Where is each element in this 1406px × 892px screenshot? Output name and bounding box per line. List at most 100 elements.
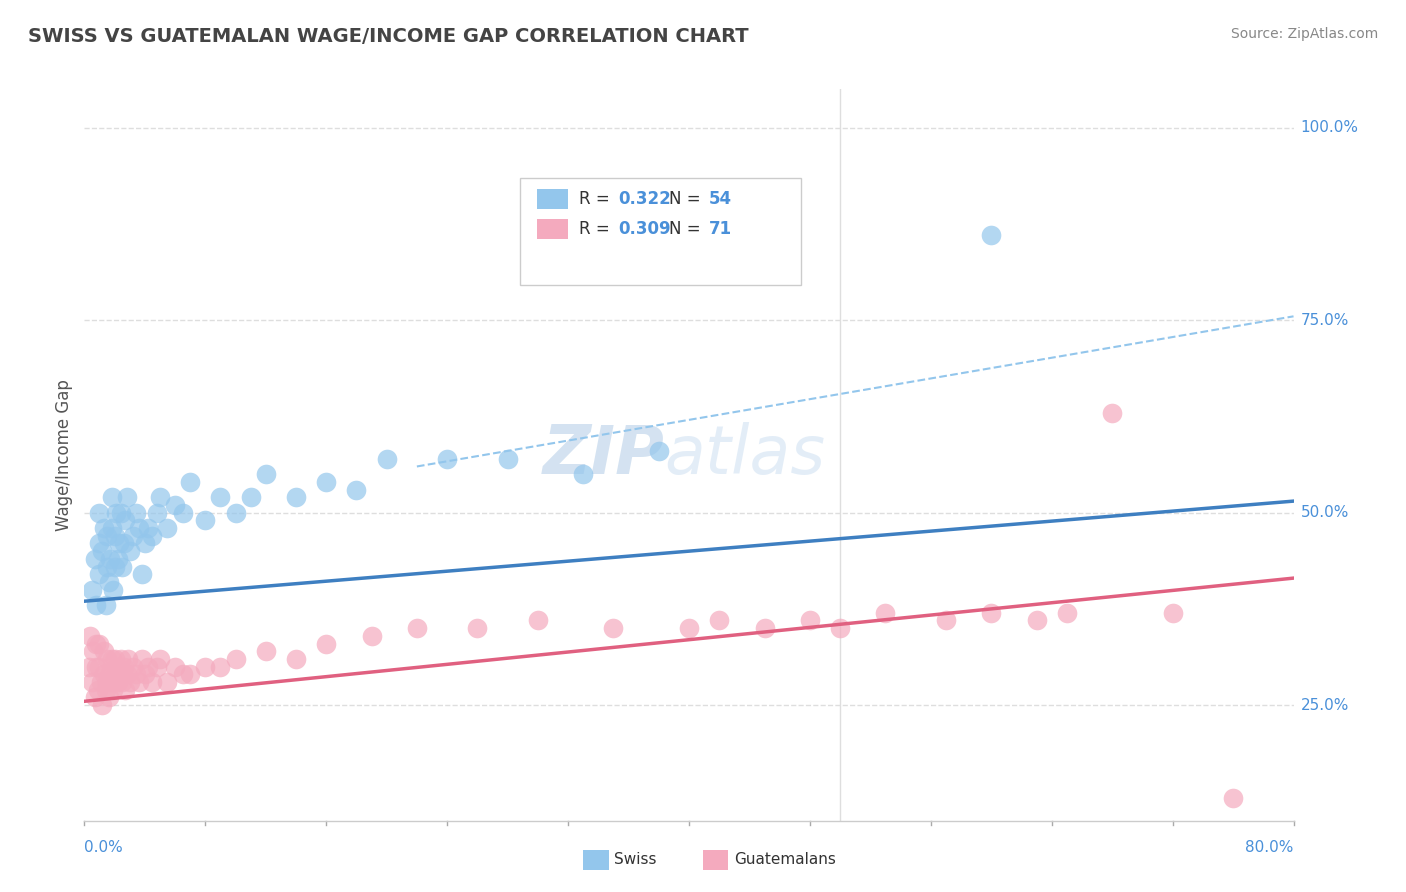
Point: [315, 475, 337, 489]
Point: [84, 552, 107, 566]
Point: [107, 552, 129, 566]
Point: [179, 475, 201, 489]
Point: [115, 667, 138, 681]
Point: [104, 652, 127, 666]
Text: Source: ZipAtlas.com: Source: ZipAtlas.com: [1230, 27, 1378, 41]
Point: [111, 675, 134, 690]
Point: [194, 513, 217, 527]
Point: [1056, 606, 1078, 620]
Point: [82, 644, 104, 658]
Point: [136, 521, 159, 535]
Text: 0.309: 0.309: [619, 220, 671, 238]
Text: 0.0%: 0.0%: [84, 840, 124, 855]
Text: atlas: atlas: [665, 422, 825, 488]
Point: [754, 621, 776, 635]
Point: [100, 521, 122, 535]
Point: [209, 490, 232, 504]
Point: [86, 636, 108, 650]
Point: [179, 667, 201, 681]
Text: 54: 54: [709, 190, 731, 208]
Point: [108, 667, 131, 681]
Point: [118, 544, 141, 558]
Point: [647, 444, 671, 458]
Point: [346, 483, 368, 497]
Point: [172, 506, 194, 520]
Point: [526, 614, 548, 628]
Point: [100, 490, 122, 504]
Point: [146, 659, 169, 673]
Text: 80.0%: 80.0%: [1246, 840, 1294, 855]
Text: 75.0%: 75.0%: [1301, 313, 1348, 327]
Point: [146, 506, 169, 520]
Point: [91, 698, 114, 713]
Point: [141, 529, 163, 543]
Point: [110, 652, 132, 666]
Point: [121, 529, 143, 543]
Point: [104, 529, 127, 543]
Point: [225, 506, 247, 520]
Text: ZIP: ZIP: [543, 422, 665, 488]
Point: [97, 574, 120, 589]
Point: [112, 536, 135, 550]
Point: [709, 614, 731, 628]
Text: 50.0%: 50.0%: [1301, 505, 1348, 520]
Point: [225, 652, 247, 666]
Point: [239, 490, 262, 504]
Point: [830, 621, 852, 635]
Point: [96, 675, 118, 690]
Point: [91, 544, 114, 558]
Point: [163, 659, 186, 673]
Point: [115, 490, 138, 504]
Point: [79, 629, 101, 643]
Point: [114, 682, 136, 697]
Point: [100, 675, 122, 690]
Point: [104, 667, 127, 681]
Point: [284, 490, 308, 504]
Point: [105, 659, 128, 673]
Point: [80, 675, 103, 690]
Point: [194, 659, 217, 673]
Text: R =: R =: [579, 190, 616, 208]
Point: [149, 652, 172, 666]
Point: [375, 451, 398, 466]
Point: [100, 652, 122, 666]
Text: N =: N =: [669, 220, 706, 238]
Point: [128, 675, 150, 690]
Point: [875, 606, 897, 620]
Point: [131, 652, 153, 666]
Point: [101, 682, 124, 697]
Point: [87, 682, 110, 697]
Point: [121, 659, 143, 673]
Point: [935, 614, 957, 628]
Point: [980, 606, 1002, 620]
Point: [118, 675, 141, 690]
Point: [254, 644, 277, 658]
Text: Swiss: Swiss: [614, 853, 657, 867]
Point: [131, 567, 153, 582]
Text: N =: N =: [669, 190, 706, 208]
Point: [149, 490, 172, 504]
Point: [128, 521, 150, 535]
Point: [134, 536, 156, 550]
Point: [96, 559, 118, 574]
Point: [315, 636, 337, 650]
Y-axis label: Wage/Income Gap: Wage/Income Gap: [55, 379, 73, 531]
Point: [1161, 606, 1184, 620]
Point: [134, 667, 156, 681]
Point: [406, 621, 429, 635]
Point: [110, 506, 132, 520]
Point: [96, 652, 118, 666]
Point: [125, 506, 148, 520]
Point: [1101, 406, 1123, 420]
Point: [98, 552, 121, 566]
Point: [156, 675, 179, 690]
Point: [104, 559, 127, 574]
Point: [89, 659, 111, 673]
Text: R =: R =: [579, 220, 616, 238]
Point: [86, 659, 108, 673]
Point: [156, 521, 179, 535]
Point: [572, 467, 595, 482]
Point: [108, 536, 131, 550]
Point: [112, 659, 135, 673]
Point: [105, 506, 128, 520]
